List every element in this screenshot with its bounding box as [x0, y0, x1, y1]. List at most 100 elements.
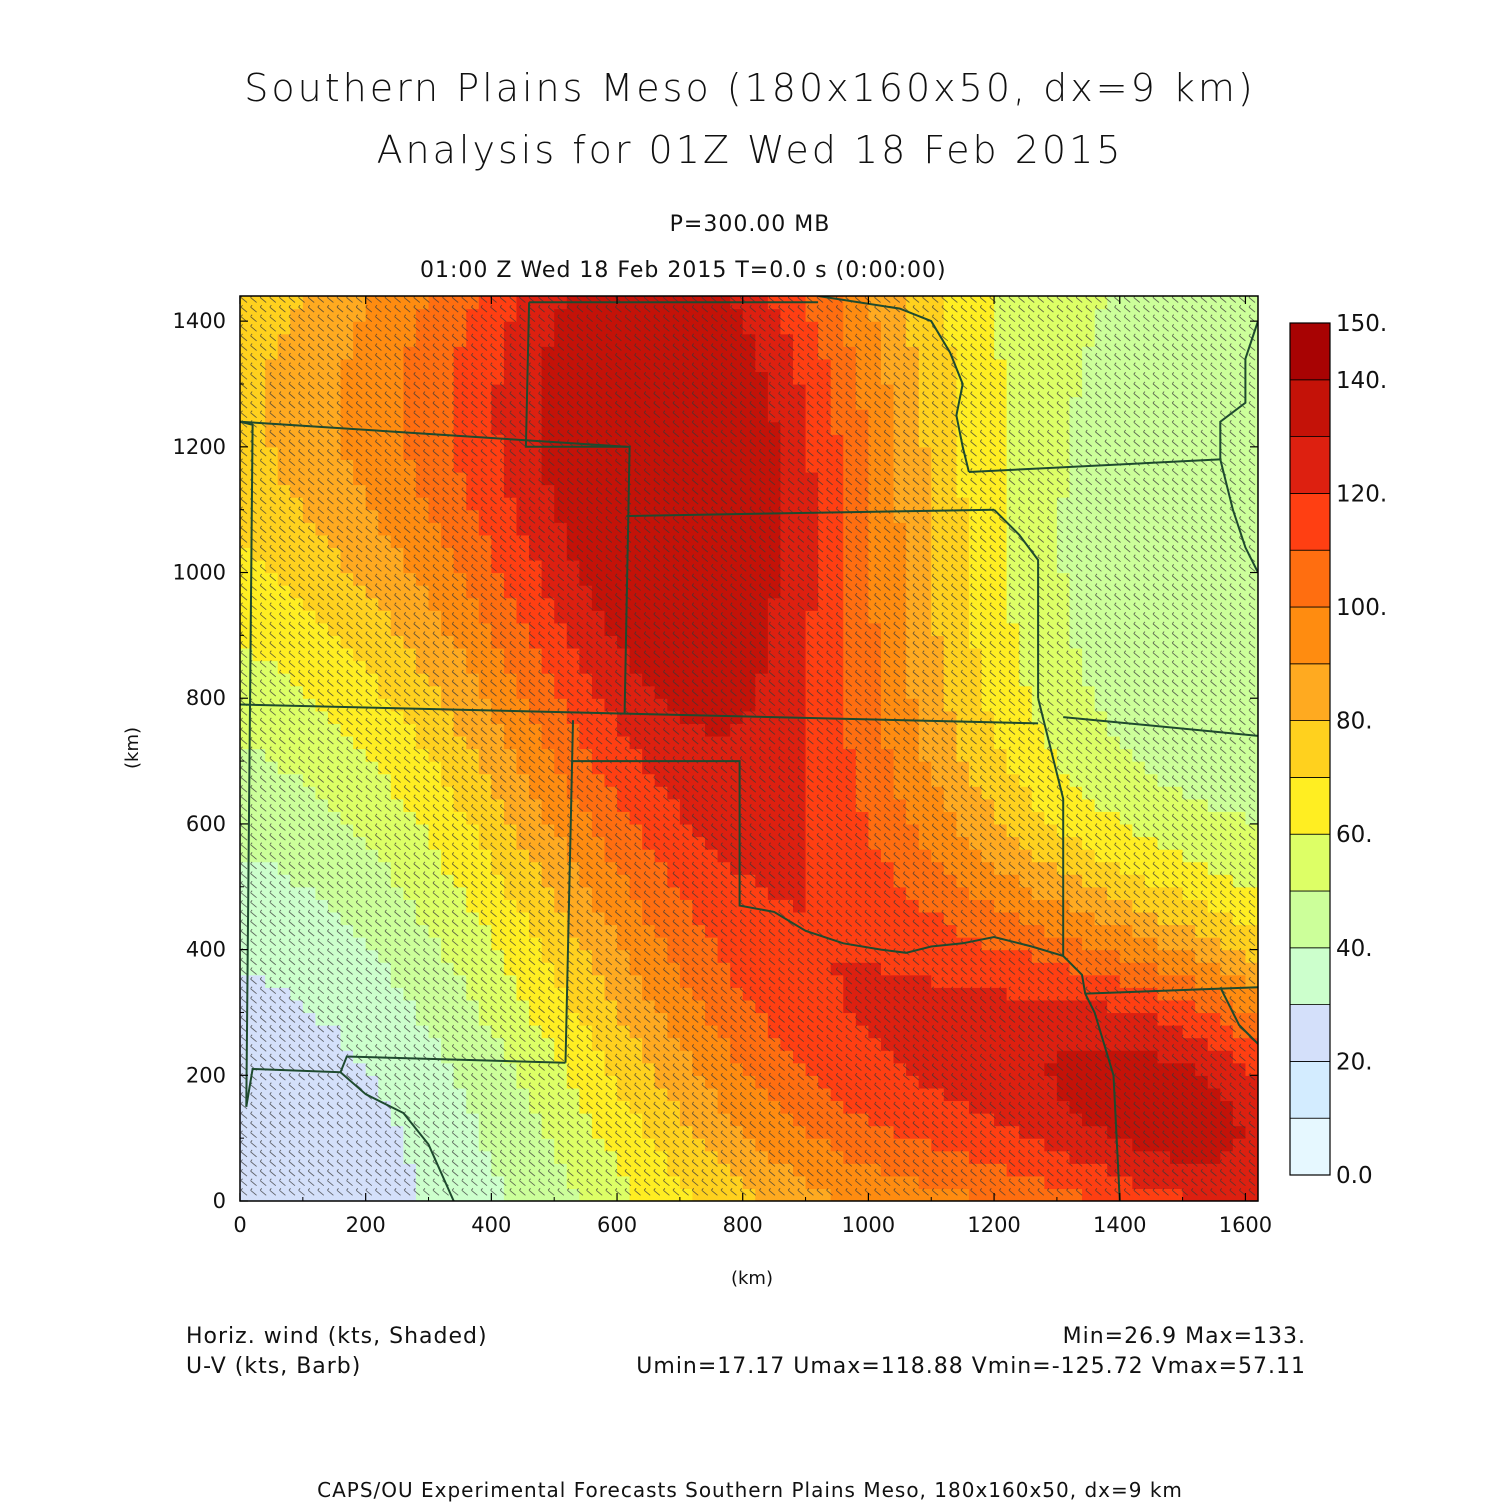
field-cell	[918, 1150, 932, 1164]
field-cell	[906, 547, 920, 561]
field-cell	[478, 874, 492, 888]
field-cell	[277, 849, 291, 863]
field-cell	[353, 597, 367, 611]
field-cell	[818, 358, 832, 373]
field-cell	[880, 886, 895, 900]
field-cell	[453, 685, 467, 699]
field-cell	[591, 622, 606, 636]
field-cell	[830, 811, 844, 825]
field-cell	[277, 308, 291, 322]
field-cell	[478, 484, 492, 498]
field-cell	[1006, 748, 1020, 762]
field-cell	[792, 1025, 807, 1039]
field-cell	[591, 396, 606, 410]
field-cell	[604, 383, 618, 398]
field-cell	[277, 949, 291, 963]
field-cell	[390, 1113, 404, 1127]
field-cell	[353, 1125, 367, 1139]
field-cell	[843, 522, 857, 536]
field-cell	[516, 761, 530, 775]
field-cell	[290, 471, 304, 486]
field-cell	[893, 497, 907, 511]
field-cell	[353, 962, 367, 976]
field-cell	[290, 459, 304, 473]
field-cell	[805, 1037, 819, 1051]
field-cell	[868, 673, 882, 687]
field-cell	[1107, 1025, 1121, 1039]
field-cell	[453, 1125, 467, 1139]
field-cell	[843, 1113, 857, 1127]
field-cell	[843, 383, 857, 398]
field-cell	[591, 786, 606, 800]
field-cell	[466, 333, 480, 347]
field-cell	[327, 723, 342, 737]
field-cell	[692, 1163, 706, 1177]
field-cell	[956, 597, 970, 611]
field-cell	[617, 358, 631, 373]
field-cell	[956, 610, 970, 624]
field-cell	[717, 371, 731, 385]
field-cell	[717, 698, 731, 712]
field-cell	[893, 446, 907, 460]
field-cell	[968, 748, 983, 762]
field-cell	[880, 660, 895, 674]
field-cell	[554, 484, 568, 498]
field-cell	[830, 710, 844, 724]
field-cell	[1082, 434, 1096, 448]
field-cell	[277, 924, 291, 938]
field-cell	[390, 459, 404, 473]
field-cell	[491, 849, 505, 863]
field-cell	[868, 484, 882, 498]
field-cell	[491, 409, 505, 423]
field-cell	[742, 949, 756, 963]
field-cell	[755, 459, 769, 473]
field-cell	[956, 346, 970, 360]
field-cell	[415, 1025, 430, 1039]
field-cell	[956, 861, 970, 875]
field-cell	[931, 346, 945, 360]
field-cell	[453, 321, 467, 335]
field-cell	[667, 1012, 681, 1026]
field-cell	[327, 735, 342, 750]
field-cell	[1069, 1138, 1083, 1152]
field-cell	[265, 358, 279, 373]
field-cell	[315, 886, 329, 900]
field-cell	[591, 534, 606, 548]
field-cell	[818, 434, 832, 448]
field-cell	[265, 572, 279, 586]
field-cell	[906, 296, 920, 310]
field-cell	[428, 786, 442, 800]
field-cell	[478, 1025, 492, 1039]
field-cell	[792, 1150, 807, 1164]
field-cell	[843, 1188, 857, 1201]
field-cell	[717, 987, 731, 1001]
field-cell	[277, 522, 291, 536]
field-cell	[742, 610, 756, 624]
field-cell	[968, 346, 983, 360]
field-cell	[327, 333, 342, 347]
field-cell	[943, 761, 957, 775]
field-cell	[428, 836, 442, 850]
field-cell	[1006, 1138, 1020, 1152]
field-cell	[629, 823, 643, 838]
field-cell	[390, 786, 404, 800]
field-cell	[579, 383, 593, 398]
field-cell	[654, 861, 668, 875]
field-cell	[880, 622, 895, 636]
field-cell	[855, 1125, 869, 1139]
field-cell	[252, 1100, 266, 1114]
field-cell	[780, 685, 794, 699]
field-cell	[880, 434, 895, 448]
field-cell	[453, 823, 467, 838]
field-cell	[529, 861, 543, 875]
field-cell	[1044, 358, 1058, 373]
field-cell	[981, 1163, 995, 1177]
field-cell	[968, 308, 983, 322]
field-cell	[290, 899, 304, 913]
field-cell	[880, 798, 895, 812]
field-cell	[968, 1113, 983, 1127]
field-cell	[516, 585, 530, 599]
field-cell	[717, 1087, 731, 1102]
field-cell	[516, 1025, 530, 1039]
field-cell	[918, 660, 932, 674]
